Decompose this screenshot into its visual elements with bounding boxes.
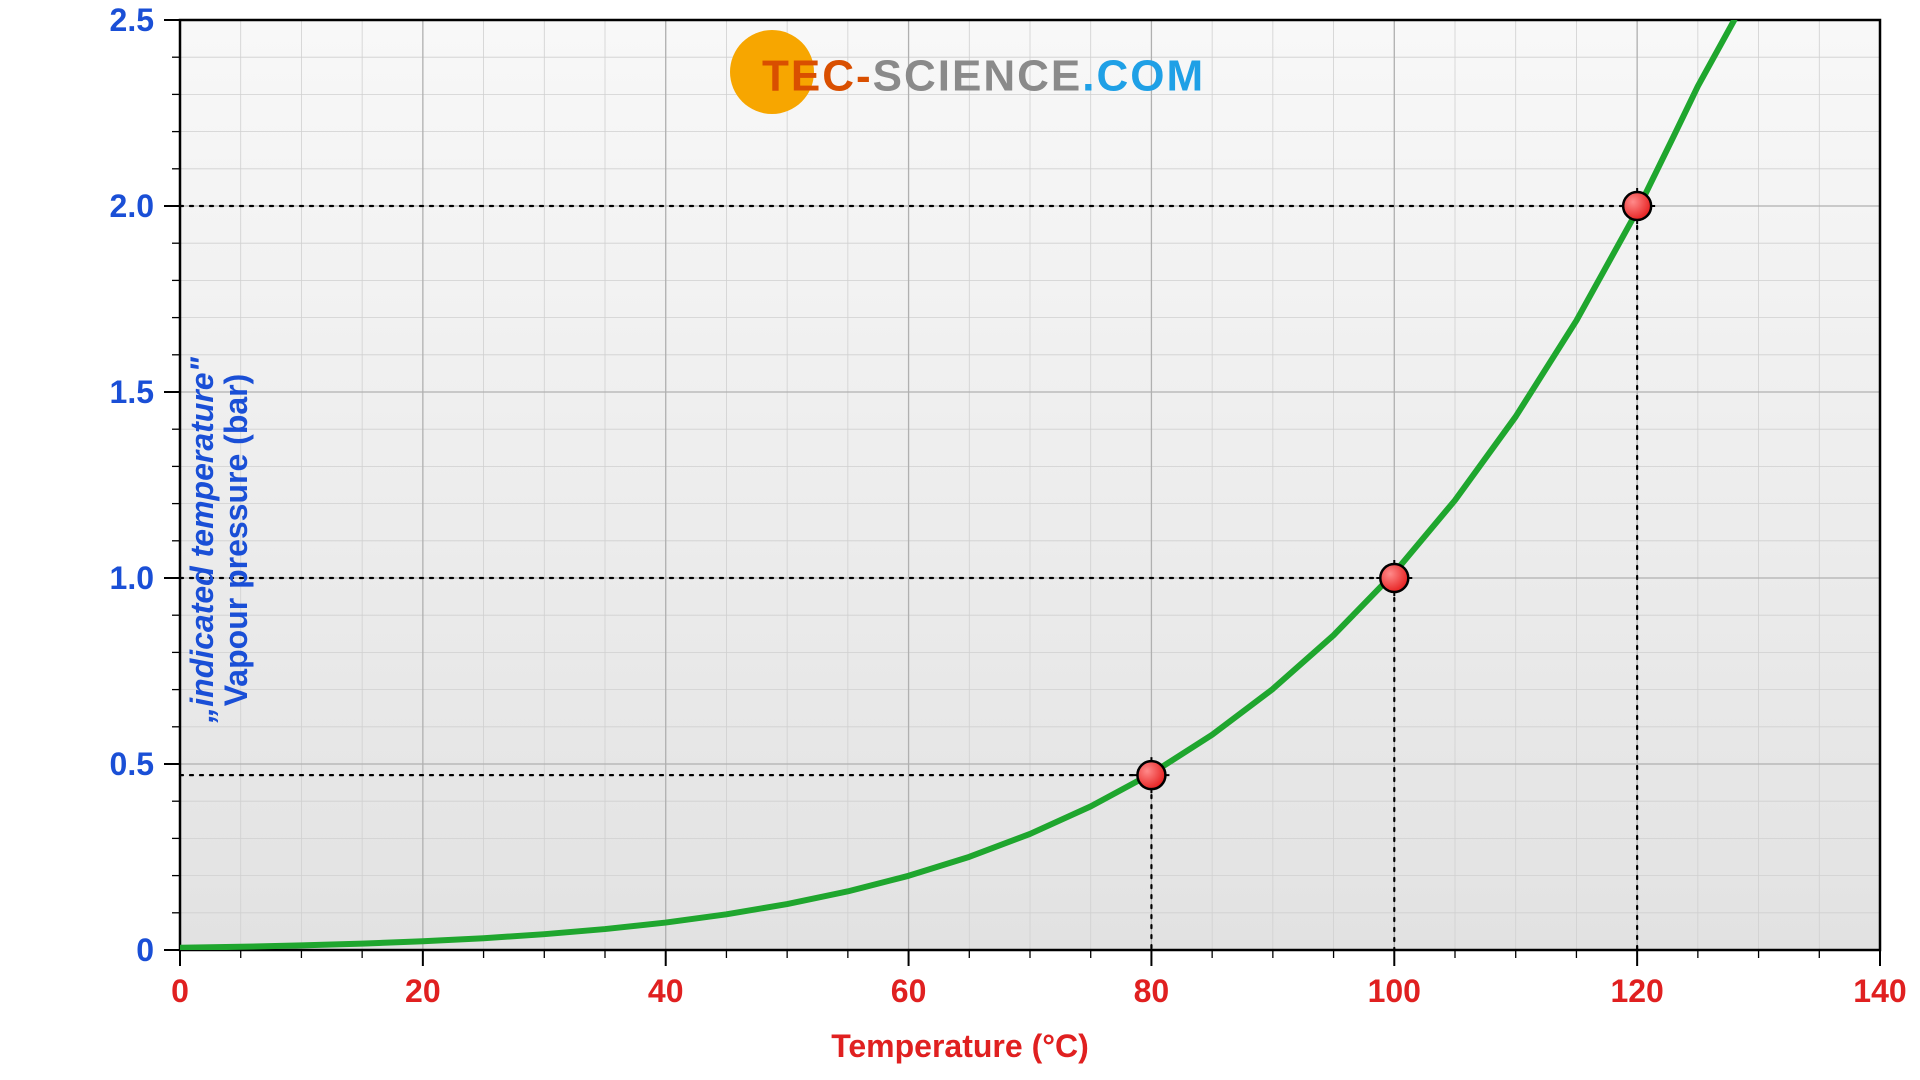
y-axis-label-vapour-pressure: Vapour pressure (bar) [218, 374, 255, 707]
y-tick-label: 1.0 [110, 560, 154, 596]
x-tick-label: 60 [891, 973, 927, 1009]
data-marker [1623, 192, 1651, 220]
x-tick-label: 20 [405, 973, 441, 1009]
y-tick-label: 2.5 [110, 2, 154, 38]
x-tick-label: 40 [648, 973, 684, 1009]
y-tick-label: 0 [136, 932, 154, 968]
y-tick-label: 1.5 [110, 374, 154, 410]
x-tick-label: 100 [1368, 973, 1421, 1009]
data-marker [1137, 761, 1165, 789]
y-axis-label-indicated-temperature: „indicated temperature" [184, 357, 221, 722]
x-tick-label: 140 [1853, 973, 1906, 1009]
x-tick-label: 0 [171, 973, 189, 1009]
x-tick-label: 80 [1134, 973, 1170, 1009]
x-tick-label: 120 [1610, 973, 1663, 1009]
watermark-text: TEC-SCIENCE.COM [762, 51, 1205, 100]
x-axis-label: Temperature (°C) [831, 1028, 1089, 1065]
y-tick-label: 2.0 [110, 188, 154, 224]
y-tick-label: 0.5 [110, 746, 154, 782]
chart-svg: 0 20 40 60 80 100 120 140 0 0.5 1.0 1.5 2.0 2.5 TEC-SC… [0, 0, 1920, 1080]
vapour-pressure-chart: 0 20 40 60 80 100 120 140 0 0.5 1.0 1.5 2.0 2.5 TEC-SC… [0, 0, 1920, 1080]
data-marker [1380, 564, 1408, 592]
